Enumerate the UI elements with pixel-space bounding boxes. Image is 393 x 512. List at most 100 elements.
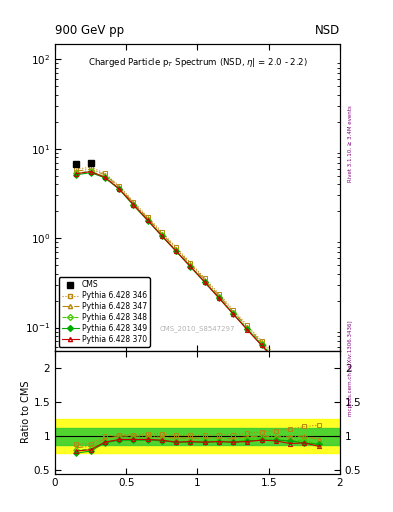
Pythia 6.428 348 [259,341,264,347]
Pythia 6.428 349 [145,218,150,224]
Pythia 6.428 347 [288,370,292,376]
Pythia 6.428 346 [160,229,164,235]
Pythia 6.428 346 [302,381,307,388]
Bar [55,419,340,453]
Pythia 6.428 370 [74,170,79,177]
Pythia 6.428 346 [117,183,121,189]
Pythia 6.428 348 [74,170,79,177]
Pythia 6.428 349 [259,342,264,348]
Pythia 6.428 370 [202,279,207,285]
Y-axis label: Ratio to CMS: Ratio to CMS [21,381,31,443]
Legend: CMS, Pythia 6.428 346, Pythia 6.428 347, Pythia 6.428 348, Pythia 6.428 349, Pyt: CMS, Pythia 6.428 346, Pythia 6.428 347,… [59,277,150,347]
CMS [74,161,79,167]
CMS [88,159,93,165]
Pythia 6.428 370 [117,186,121,192]
Line: Pythia 6.428 348: Pythia 6.428 348 [74,169,321,409]
Line: Pythia 6.428 370: Pythia 6.428 370 [74,169,321,412]
Pythia 6.428 370 [174,248,178,254]
Pythia 6.428 347 [74,168,79,174]
Pythia 6.428 347 [131,200,136,206]
Pythia 6.428 348 [288,371,292,377]
Pythia 6.428 349 [160,233,164,239]
Pythia 6.428 347 [274,355,278,361]
Text: CMS_2010_S8547297: CMS_2010_S8547297 [160,326,235,332]
Pythia 6.428 370 [188,263,193,269]
Pythia 6.428 348 [302,387,307,393]
Pythia 6.428 349 [274,357,278,364]
Pythia 6.428 346 [188,260,193,266]
Pythia 6.428 346 [88,164,93,170]
Pythia 6.428 347 [160,230,164,237]
Pythia 6.428 347 [316,401,321,407]
Pythia 6.428 347 [217,292,221,298]
Pythia 6.428 370 [145,217,150,223]
Text: 900 GeV pp: 900 GeV pp [55,24,124,37]
Pythia 6.428 370 [274,358,278,364]
Pythia 6.428 348 [145,217,150,223]
Pythia 6.428 349 [217,295,221,301]
Pythia 6.428 348 [117,185,121,191]
Pythia 6.428 347 [245,324,250,330]
Pythia 6.428 349 [117,186,121,193]
Pythia 6.428 347 [174,246,178,252]
Pythia 6.428 347 [202,276,207,283]
Pythia 6.428 348 [217,294,221,301]
Pythia 6.428 370 [217,295,221,301]
Pythia 6.428 347 [188,261,193,267]
Pythia 6.428 346 [131,199,136,205]
Pythia 6.428 348 [316,403,321,410]
Pythia 6.428 349 [88,169,93,176]
Pythia 6.428 348 [231,310,235,316]
Pythia 6.428 346 [259,338,264,344]
Pythia 6.428 370 [88,168,93,175]
Pythia 6.428 349 [302,387,307,393]
Line: CMS: CMS [73,159,94,167]
Pythia 6.428 348 [88,168,93,174]
Pythia 6.428 348 [245,326,250,332]
Pythia 6.428 347 [117,184,121,190]
Pythia 6.428 346 [274,352,278,358]
Pythia 6.428 348 [174,248,178,254]
Pythia 6.428 346 [74,166,79,172]
Pythia 6.428 349 [202,279,207,285]
Pythia 6.428 349 [103,175,107,181]
Pythia 6.428 348 [202,279,207,285]
Text: NSD: NSD [315,24,340,37]
Pythia 6.428 346 [174,244,178,250]
Line: Pythia 6.428 347: Pythia 6.428 347 [74,167,321,406]
Pythia 6.428 370 [231,311,235,317]
Pythia 6.428 349 [188,264,193,270]
Pythia 6.428 348 [160,232,164,239]
Pythia 6.428 370 [103,174,107,180]
Pythia 6.428 346 [316,398,321,404]
Text: Charged Particle p$_T$ Spectrum (NSD, $\eta$| = 2.0 - 2.2): Charged Particle p$_T$ Spectrum (NSD, $\… [88,56,307,69]
Pythia 6.428 348 [188,263,193,269]
Pythia 6.428 370 [288,374,292,380]
Pythia 6.428 370 [316,407,321,413]
Pythia 6.428 348 [131,202,136,208]
Pythia 6.428 347 [145,215,150,221]
Text: Rivet 3.1.10, ≥ 3.4M events: Rivet 3.1.10, ≥ 3.4M events [348,105,353,182]
Pythia 6.428 348 [103,174,107,180]
Pythia 6.428 347 [103,172,107,178]
Pythia 6.428 347 [302,383,307,389]
Pythia 6.428 347 [231,308,235,314]
Pythia 6.428 370 [160,233,164,239]
Pythia 6.428 370 [245,327,250,333]
Line: Pythia 6.428 349: Pythia 6.428 349 [74,170,321,409]
Pythia 6.428 370 [302,389,307,395]
Line: Pythia 6.428 346: Pythia 6.428 346 [74,165,321,403]
Pythia 6.428 348 [274,356,278,362]
Pythia 6.428 347 [88,166,93,172]
Pythia 6.428 349 [288,373,292,379]
Pythia 6.428 346 [231,307,235,313]
Pythia 6.428 346 [245,322,250,328]
Pythia 6.428 349 [316,403,321,410]
Pythia 6.428 346 [202,275,207,281]
Pythia 6.428 347 [259,339,264,346]
Pythia 6.428 349 [245,327,250,333]
Text: mcplots.cern.ch [arXiv:1306.3436]: mcplots.cern.ch [arXiv:1306.3436] [348,321,353,416]
Pythia 6.428 349 [174,248,178,254]
Pythia 6.428 346 [217,291,221,297]
Pythia 6.428 349 [74,172,79,178]
